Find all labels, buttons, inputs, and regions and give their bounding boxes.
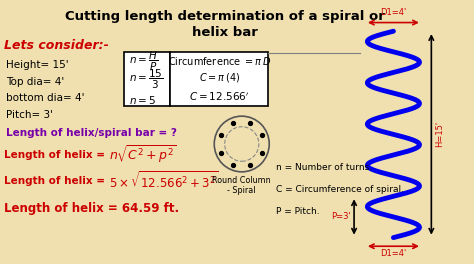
Text: Circumference $= \pi\,D$: Circumference $= \pi\,D$ [168, 55, 271, 67]
Text: Length of helix = 64.59 ft.: Length of helix = 64.59 ft. [4, 202, 179, 215]
Text: D1=4': D1=4' [380, 249, 407, 258]
FancyBboxPatch shape [124, 52, 170, 106]
Text: $n = \dfrac{15}{3}$: $n = \dfrac{15}{3}$ [129, 68, 164, 91]
Text: Top dia= 4': Top dia= 4' [6, 77, 64, 87]
Text: Height= 15': Height= 15' [6, 60, 68, 70]
Text: $n = 5$: $n = 5$ [129, 94, 156, 106]
Text: $C = \pi\,(4)$: $C = \pi\,(4)$ [199, 71, 240, 84]
Text: n = Number of turns.: n = Number of turns. [276, 163, 372, 172]
Text: Cutting length determination of a spiral or
helix bar: Cutting length determination of a spiral… [65, 10, 384, 39]
Text: Length of helix =: Length of helix = [4, 176, 109, 186]
Text: Round Column
- Spiral: Round Column - Spiral [212, 176, 271, 195]
Text: Lets consider:-: Lets consider:- [4, 39, 109, 52]
Text: Length of helix/spiral bar = ?: Length of helix/spiral bar = ? [6, 129, 176, 138]
Text: P=3': P=3' [331, 213, 351, 221]
Text: C = Circumference of spiral.: C = Circumference of spiral. [276, 185, 404, 194]
Text: $5 \times \sqrt{12.566^2 + 3^2}$: $5 \times \sqrt{12.566^2 + 3^2}$ [109, 171, 219, 192]
Text: $n = \dfrac{H}{P}$: $n = \dfrac{H}{P}$ [129, 50, 158, 73]
Text: bottom dia= 4': bottom dia= 4' [6, 93, 84, 103]
Text: $n\sqrt{C^2 + p^2}$: $n\sqrt{C^2 + p^2}$ [109, 143, 177, 166]
Text: D1=4': D1=4' [380, 8, 407, 17]
Text: H=15': H=15' [435, 121, 444, 148]
FancyBboxPatch shape [170, 52, 268, 106]
Text: Pitch= 3': Pitch= 3' [6, 110, 53, 120]
Text: Length of helix =: Length of helix = [4, 150, 109, 159]
Text: P = Pitch.: P = Pitch. [276, 207, 319, 216]
Text: $C = 12.566'$: $C = 12.566'$ [189, 91, 249, 103]
